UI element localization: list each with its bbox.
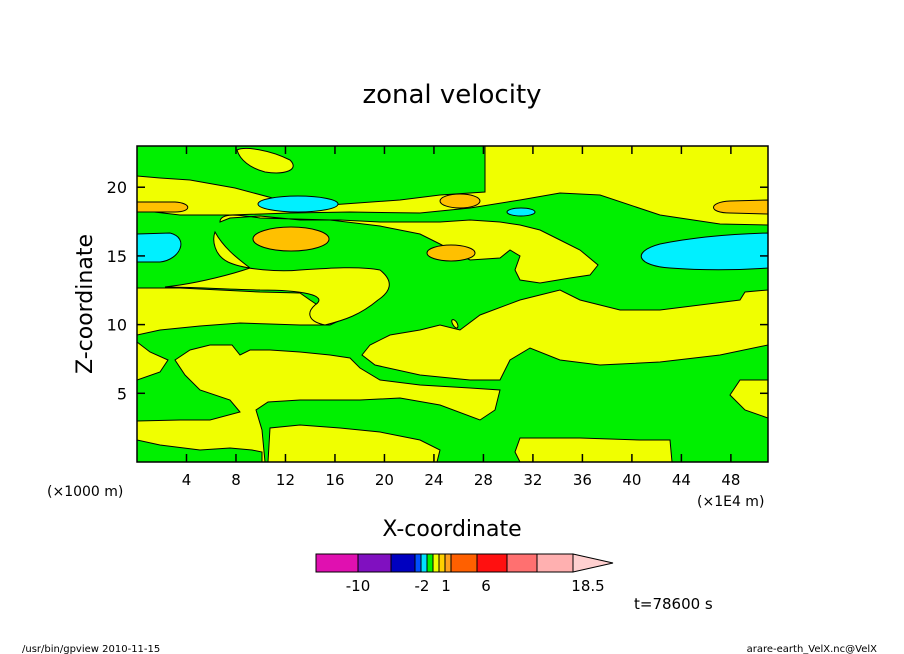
region-orange-4 [137, 201, 189, 213]
colorbar-segment [390, 553, 416, 573]
x-tick-label: 20 [375, 471, 394, 489]
colorbar-segment [506, 553, 538, 573]
region-yellow-center [219, 214, 599, 284]
x-tick-label: 4 [182, 471, 192, 489]
chart-title: zonal velocity [362, 80, 541, 110]
colorbar-segment [357, 553, 392, 573]
colorbar-label: 6 [481, 577, 491, 595]
time-label: t=78600 s [634, 595, 713, 613]
colorbar-label: -2 [415, 577, 430, 595]
y-tick-label: 15 [107, 247, 127, 266]
y-tick-label: 20 [107, 178, 127, 197]
region-cyan-2 [506, 207, 536, 217]
x-ticks: 4 8 12 16 20 24 28 32 36 40 44 48 [182, 146, 740, 489]
y-ticks: 5 10 15 20 [107, 178, 768, 403]
x-scale-label: (×1E4 m) [697, 494, 764, 510]
colorbar-segment [444, 553, 452, 573]
x-tick-label: 32 [523, 471, 542, 489]
footer-right: arare-earth_VelX.nc@VelX [747, 644, 878, 654]
y-tick-label: 5 [117, 384, 127, 403]
x-tick-label: 48 [721, 471, 740, 489]
footer-left: /usr/bin/gpview 2010-11-15 [22, 644, 160, 654]
colorbar-segment [432, 553, 440, 573]
x-tick-label: 8 [231, 471, 241, 489]
region-orange-3 [439, 193, 481, 209]
x-tick-label: 12 [276, 471, 295, 489]
colorbar-segment [315, 553, 359, 573]
x-tick-label: 44 [672, 471, 691, 489]
colorbar-segment [414, 553, 422, 573]
colorbar-segment [536, 553, 574, 573]
plot-frame [136, 145, 769, 463]
colorbar-segment [426, 553, 434, 573]
region-yellow-left-mid [164, 230, 390, 326]
colorbar-label: 1 [441, 577, 451, 595]
x-tick-label: 28 [474, 471, 493, 489]
y-tick-label: 10 [107, 316, 127, 335]
x-unit-label: (×1000 m) [47, 484, 123, 500]
region-cyan-1 [257, 195, 339, 213]
colorbar-label: -10 [346, 577, 371, 595]
region-cyan-3 [137, 232, 182, 263]
colorbar-segment [450, 553, 478, 573]
colorbar [315, 553, 614, 573]
region-orange-5 [713, 199, 768, 215]
region-green-main [137, 192, 768, 462]
region-cyan-4 [640, 232, 768, 271]
region-yellow-top-blob [236, 147, 294, 174]
colorbar-arrow [572, 553, 614, 573]
x-axis-label: X-coordinate [382, 517, 521, 542]
colorbar-labels: -10 -2 1 6 18.5 [346, 577, 605, 595]
x-tick-label: 36 [573, 471, 592, 489]
x-tick-label: 24 [424, 471, 443, 489]
region-yellow-speck [451, 319, 459, 329]
x-tick-label: 16 [325, 471, 344, 489]
region-orange-2 [426, 244, 476, 262]
colorbar-segment [420, 553, 428, 573]
colorbar-segment [438, 553, 446, 573]
region-green-bottom-left [137, 439, 263, 462]
colorbar-segment [476, 553, 508, 573]
colorbar-label: 18.5 [571, 577, 604, 595]
x-tick-label: 40 [622, 471, 641, 489]
y-axis-label: Z-coordinate [73, 234, 98, 374]
region-orange-1 [252, 226, 330, 252]
